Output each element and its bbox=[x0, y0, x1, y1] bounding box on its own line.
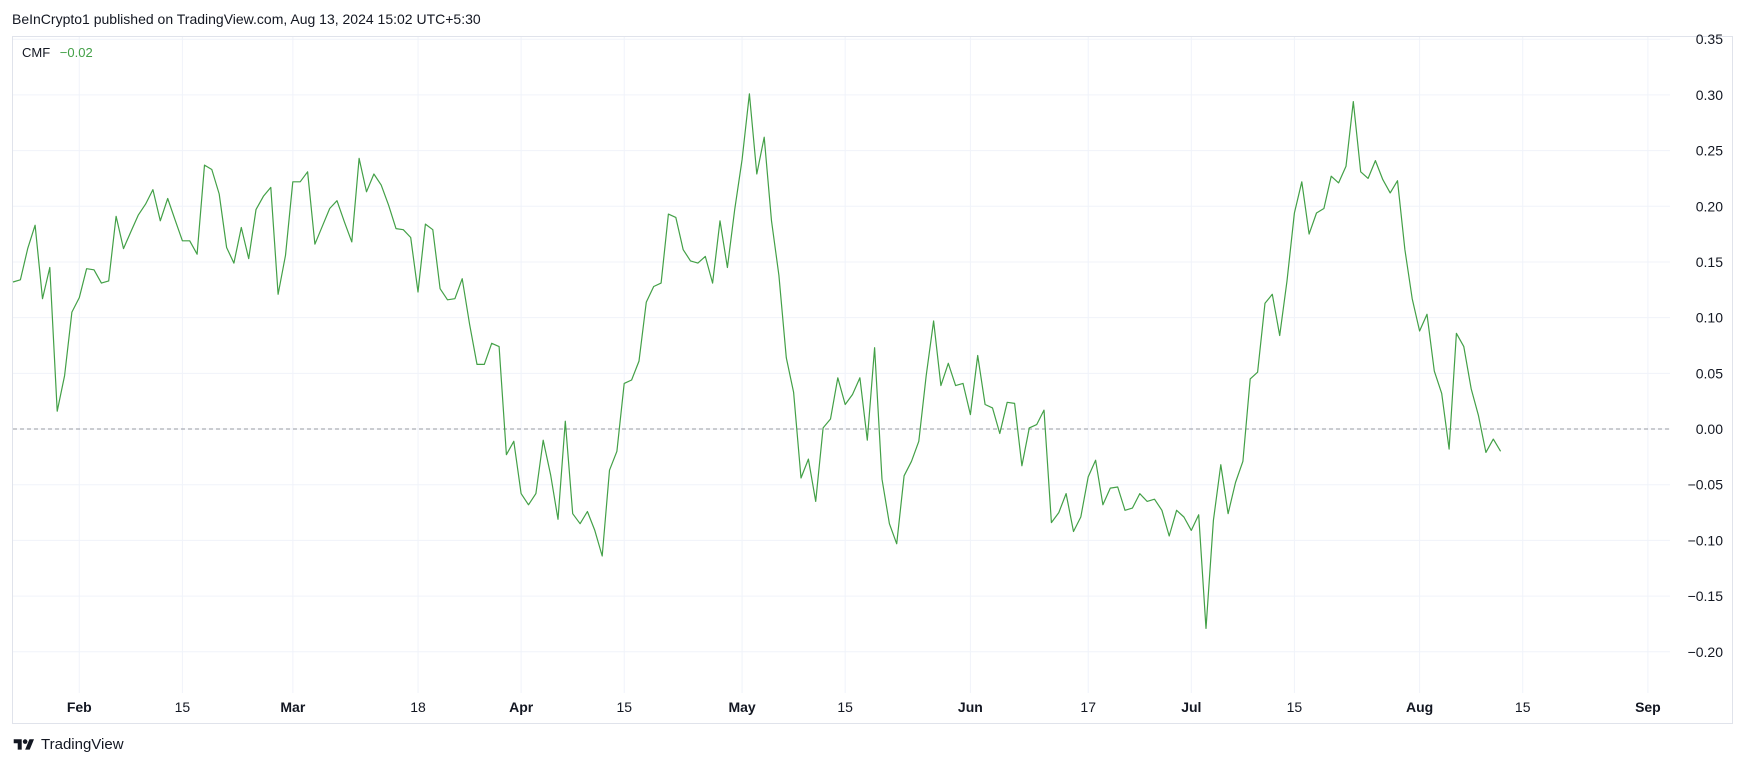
x-tick-label: 15 bbox=[175, 699, 191, 715]
x-tick-label: 18 bbox=[410, 699, 426, 715]
tradingview-brand[interactable]: TradingView bbox=[12, 736, 124, 753]
y-tick-label: −0.20 bbox=[1688, 644, 1724, 660]
x-tick-label: Jul bbox=[1181, 699, 1201, 715]
y-tick-label: −0.15 bbox=[1688, 588, 1724, 604]
legend-value: −0.02 bbox=[59, 45, 93, 60]
x-tick-label: 15 bbox=[1515, 699, 1531, 715]
y-tick-label: 0.25 bbox=[1696, 143, 1723, 159]
x-tick-label: May bbox=[728, 699, 755, 715]
x-tick-label: Sep bbox=[1635, 699, 1661, 715]
x-tick-label: Mar bbox=[280, 699, 305, 715]
y-axis: 0.35 0.30 0.25 0.20 0.15 0.10 0.05 0.00 −0.05 −0.… bbox=[1688, 31, 1724, 660]
x-tick-label: 15 bbox=[837, 699, 853, 715]
tradingview-logo-icon bbox=[13, 738, 34, 750]
chart-frame bbox=[12, 36, 1733, 724]
y-tick-label: 0.00 bbox=[1696, 421, 1723, 437]
y-tick-label: 0.30 bbox=[1696, 87, 1723, 103]
y-tick-label: 0.20 bbox=[1696, 198, 1723, 214]
y-tick-label: 0.15 bbox=[1696, 254, 1723, 270]
cmf-series-line bbox=[12, 93, 1502, 629]
x-tick-label: Aug bbox=[1406, 699, 1433, 715]
tradingview-brand-label: TradingView bbox=[41, 736, 124, 753]
y-tick-label: 0.10 bbox=[1696, 310, 1723, 326]
x-tick-label: 15 bbox=[1287, 699, 1303, 715]
x-tick-label: 17 bbox=[1080, 699, 1096, 715]
legend-name: CMF bbox=[22, 45, 51, 60]
publisher-header: BeInCrypto1 published on TradingView.com… bbox=[12, 11, 481, 27]
y-tick-label: 0.35 bbox=[1696, 31, 1723, 47]
grid-lines bbox=[13, 37, 1670, 693]
y-tick-label: 0.05 bbox=[1696, 365, 1723, 381]
x-tick-label: 15 bbox=[616, 699, 632, 715]
y-tick-label: −0.10 bbox=[1688, 532, 1724, 548]
y-tick-label: −0.05 bbox=[1688, 477, 1724, 493]
indicator-legend[interactable]: CMF −0.02 bbox=[22, 45, 93, 60]
cmf-chart[interactable]: 0.35 0.30 0.25 0.20 0.15 0.10 0.05 0.00 −0.05 −0.… bbox=[0, 0, 1755, 736]
x-axis: Feb 15 Mar 18 Apr 15 May 15 Jun 17 Jul 15 Aug 15 Sep bbox=[67, 699, 1661, 715]
x-tick-label: Apr bbox=[509, 699, 534, 715]
x-tick-label: Feb bbox=[67, 699, 92, 715]
x-tick-label: Jun bbox=[958, 699, 983, 715]
